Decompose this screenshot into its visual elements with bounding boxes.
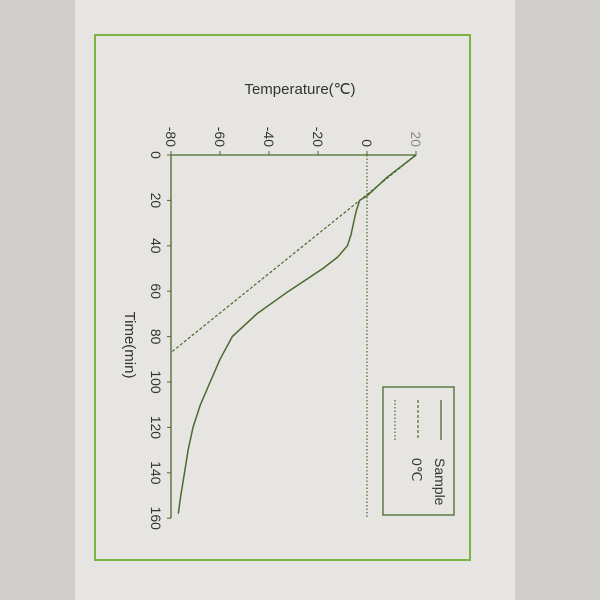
paper <box>75 0 515 600</box>
time-tick-label: 20 <box>148 193 164 209</box>
legend: Sample 0℃ <box>382 386 455 516</box>
time-tick-label: 80 <box>148 329 164 345</box>
temperature-tick-label: 20 <box>408 131 424 147</box>
temperature-tick-label: -20 <box>310 127 326 147</box>
temperature-tick-label: -40 <box>261 127 277 147</box>
time-tick-label: 40 <box>148 238 164 254</box>
legend-label-0c: 0℃ <box>409 458 425 482</box>
series-line-sample <box>177 154 417 514</box>
legend-box <box>382 386 455 516</box>
y-axis-title: Temperature(℃) <box>244 81 355 98</box>
time-tick-label: 160 <box>148 507 164 531</box>
time-tick-label: 140 <box>148 461 164 485</box>
temperature-tick-label: 0 <box>359 139 375 147</box>
temperature-tick-label: -80 <box>163 127 179 147</box>
legend-label-sample: Sample <box>432 458 448 506</box>
series-line-0 <box>170 154 417 353</box>
time-tick-label: 120 <box>148 416 164 440</box>
time-tick-label: 0 <box>148 151 164 159</box>
x-axis-title: Time(min) <box>121 312 138 379</box>
temperature-tick-label: -60 <box>212 127 228 147</box>
frame <box>94 34 471 561</box>
time-tick-label: 100 <box>148 370 164 394</box>
time-tick-label: 60 <box>148 283 164 299</box>
